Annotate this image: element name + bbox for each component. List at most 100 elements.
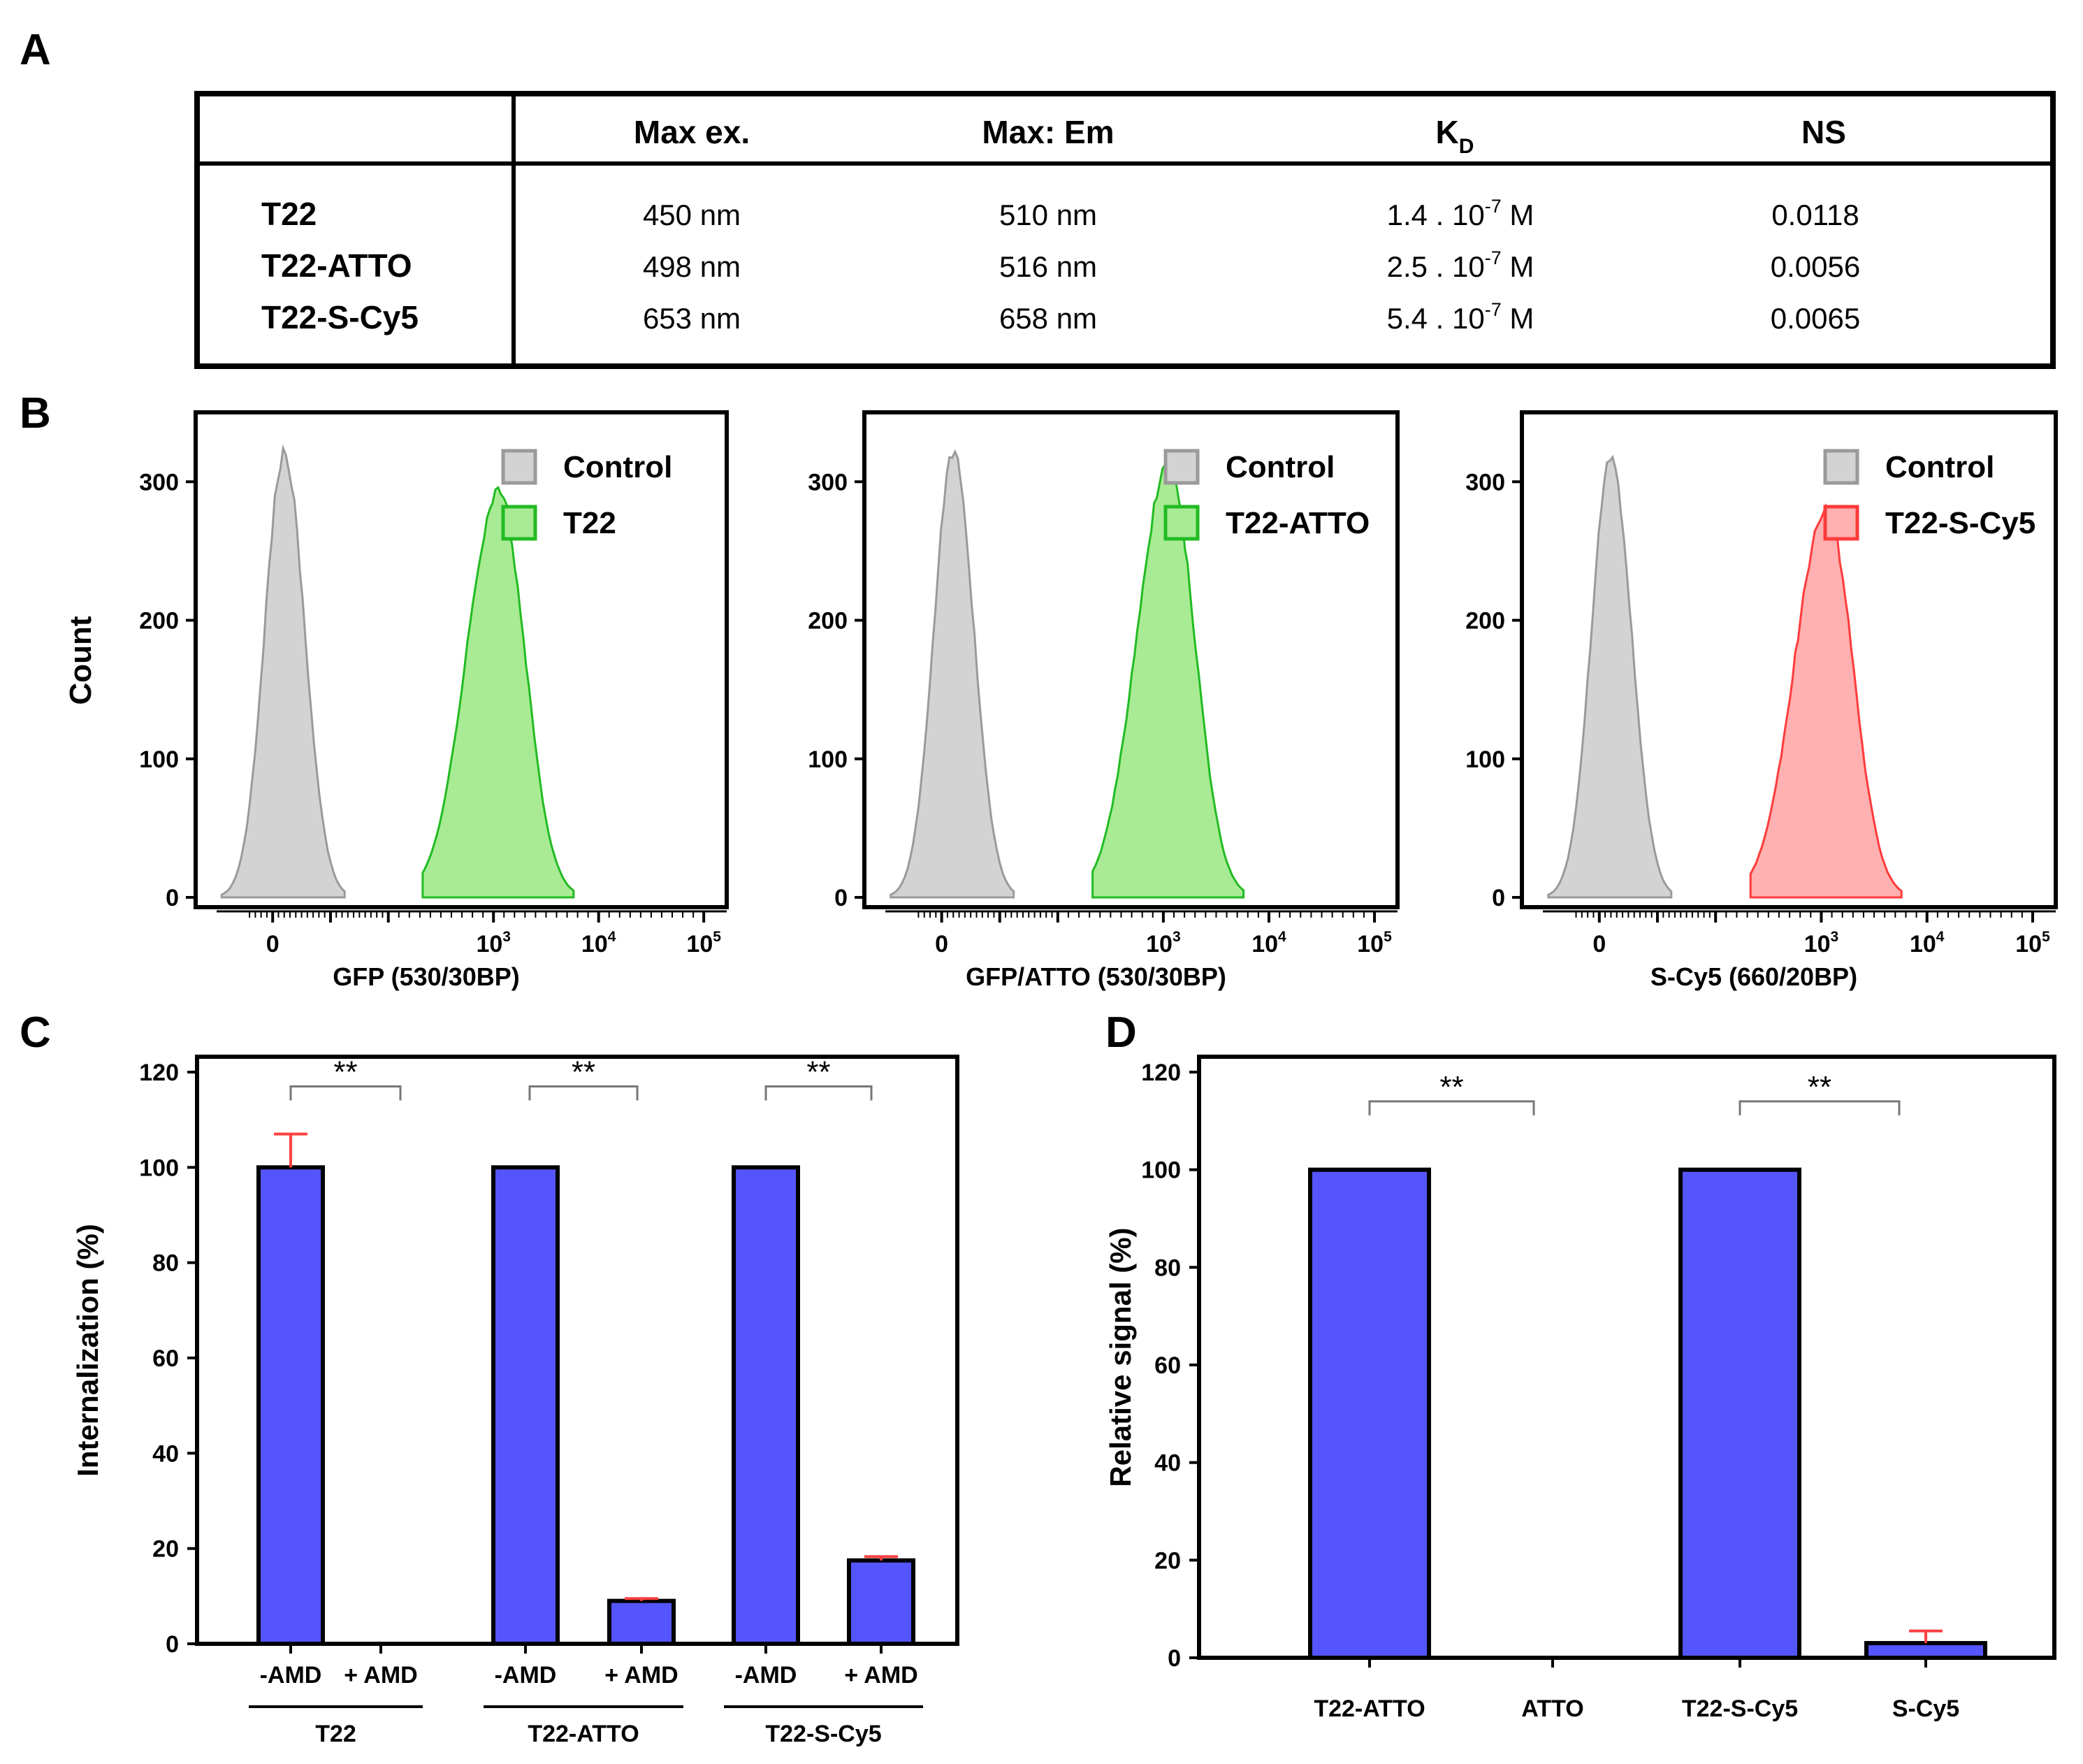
row-kd: 2.5 . 10-7 M — [1387, 247, 1534, 283]
significance-marker: ** — [333, 1055, 357, 1089]
bar — [1864, 1641, 1987, 1661]
legend-label-control: Control — [1226, 450, 1335, 484]
legend-swatch-sample — [1163, 505, 1200, 541]
row-ns: 0.0118 — [1771, 198, 1859, 231]
properties-table: Max ex. Max: Em KD NS T22 450 nm 510 nm … — [194, 91, 2056, 369]
plot-frame — [1520, 410, 2058, 909]
x-tick-label: 104 — [1910, 929, 1945, 957]
y-axis-label: Relative signal (%) — [1104, 1227, 1137, 1487]
x-axis-label: GFP/ATTO (530/30BP) — [966, 962, 1226, 991]
significance-bracket — [289, 1085, 402, 1101]
x-tick-label: 0 — [935, 931, 948, 957]
x-tick-label: 0 — [266, 931, 280, 957]
plot-frame — [862, 410, 1400, 909]
bar — [607, 1598, 676, 1646]
row-max-ex: 498 nm — [643, 250, 741, 283]
x-tick-label: 0 — [1592, 931, 1606, 957]
y-tick-label: 0 — [834, 885, 848, 911]
y-tick-label: 80 — [1154, 1255, 1181, 1281]
y-tick-label: 200 — [808, 608, 848, 635]
significance-bracket — [1739, 1100, 1901, 1115]
y-tick-label: 120 — [1141, 1060, 1181, 1086]
y-tick-label: 0 — [166, 1631, 179, 1658]
bar — [1308, 1167, 1431, 1660]
y-tick-label: 300 — [808, 469, 848, 496]
sample-histogram — [1749, 503, 1903, 899]
significance-bracket — [764, 1085, 873, 1101]
x-tick-label: + AMD — [604, 1662, 678, 1689]
control-histogram — [1547, 454, 1673, 899]
panel-label-c: C — [20, 1008, 51, 1057]
row-ns: 0.0065 — [1771, 302, 1860, 335]
y-tick-label: 60 — [1154, 1352, 1181, 1379]
legend-swatch-control — [1823, 449, 1859, 485]
row-name: T22-S-Cy5 — [261, 299, 419, 335]
row-kd: 1.4 . 10-7 M — [1387, 196, 1534, 231]
table-header-kd: KD — [1436, 114, 1474, 158]
x-tick-label: 103 — [476, 929, 511, 957]
bar — [1678, 1167, 1801, 1660]
table-header-max-em: Max: Em — [982, 114, 1114, 150]
table-row: T22-ATTO 498 nm 516 nm 2.5 . 10-7 M 0.00… — [261, 247, 1860, 284]
x-tick-label: T22-ATTO — [1314, 1696, 1425, 1722]
x-tick-label: ATTO — [1521, 1696, 1583, 1722]
legend-label-sample: T22-S-Cy5 — [1885, 506, 2035, 540]
y-tick-label: 100 — [1465, 746, 1505, 773]
y-tick-label: 100 — [808, 746, 848, 773]
y-tick-label: 40 — [152, 1440, 179, 1467]
row-ns: 0.0056 — [1771, 250, 1860, 283]
y-axis-label: Internalization (%) — [71, 1224, 104, 1477]
legend-swatch-sample — [501, 505, 537, 541]
table-border — [194, 91, 2056, 369]
legend-swatch-control — [501, 449, 537, 485]
row-max-ex: 450 nm — [643, 198, 741, 231]
legend-label-sample: T22 — [563, 506, 616, 540]
plot-frame — [1197, 1055, 2056, 1660]
control-histogram — [890, 449, 1015, 899]
legend-label-control: Control — [563, 450, 672, 484]
relative-signal-bar-chart: 0 20 40 60 80 100 120 Relative signal (%) T22-AT… — [1104, 1055, 2056, 1722]
table-header-max-ex: Max ex. — [634, 114, 750, 150]
significance-bracket — [1368, 1100, 1535, 1115]
bar — [847, 1558, 915, 1646]
x-tick-label: -AMD — [495, 1662, 557, 1689]
table-row: T22-S-Cy5 653 nm 658 nm 5.4 . 10-7 M 0.0… — [261, 299, 1860, 335]
x-tick-label: T22-S-Cy5 — [1682, 1696, 1798, 1722]
legend-label-sample: T22-ATTO — [1226, 506, 1370, 540]
y-tick-label: 20 — [152, 1536, 179, 1563]
sample-histogram — [421, 486, 575, 899]
x-tick-label: 105 — [1357, 929, 1392, 957]
y-tick-label: 200 — [139, 608, 179, 635]
row-max-em: 658 nm — [999, 302, 1097, 335]
control-histogram — [220, 444, 346, 899]
table-header-ns: NS — [1801, 114, 1846, 150]
significance-marker: ** — [1808, 1070, 1831, 1104]
panel-label-a: A — [20, 26, 51, 74]
legend-label-control: Control — [1885, 450, 1994, 484]
bar — [491, 1165, 560, 1647]
y-tick-label: 100 — [139, 1155, 179, 1181]
x-tick-label: 105 — [2015, 929, 2050, 957]
row-name: T22 — [261, 196, 317, 232]
significance-marker: ** — [1439, 1070, 1463, 1104]
y-tick-label: 60 — [152, 1345, 179, 1372]
x-tick-label: 105 — [686, 929, 721, 957]
x-axis-label: GFP (530/30BP) — [333, 962, 519, 991]
x-tick-label: -AMD — [735, 1662, 797, 1689]
legend-swatch-control — [1163, 449, 1200, 485]
x-tick-label: 104 — [1251, 929, 1286, 957]
y-tick-label: 0 — [166, 885, 179, 911]
histogram-chart-gfp-atto: 0 100 200 300 0 103 104 105 GFP/ATTO (530/30BP) C… — [808, 410, 1400, 991]
row-max-em: 510 nm — [999, 198, 1097, 231]
x-tick-label: -AMD — [260, 1662, 322, 1689]
legend-swatch-sample — [1823, 505, 1859, 541]
x-tick-label: 103 — [1146, 929, 1181, 957]
internalization-bar-chart: 0 20 40 60 80 100 120 Internalization (%) -AMD + … — [71, 1055, 959, 1747]
bar — [732, 1165, 800, 1647]
y-tick-label: 100 — [1141, 1157, 1181, 1184]
y-tick-label: 20 — [1154, 1547, 1181, 1574]
significance-bracket — [528, 1085, 639, 1101]
histogram-chart-s-cy5: 0 100 200 300 0 103 104 105 S-Cy5 (660/20BP) Cont… — [1465, 410, 2058, 991]
plot-frame — [194, 410, 729, 909]
